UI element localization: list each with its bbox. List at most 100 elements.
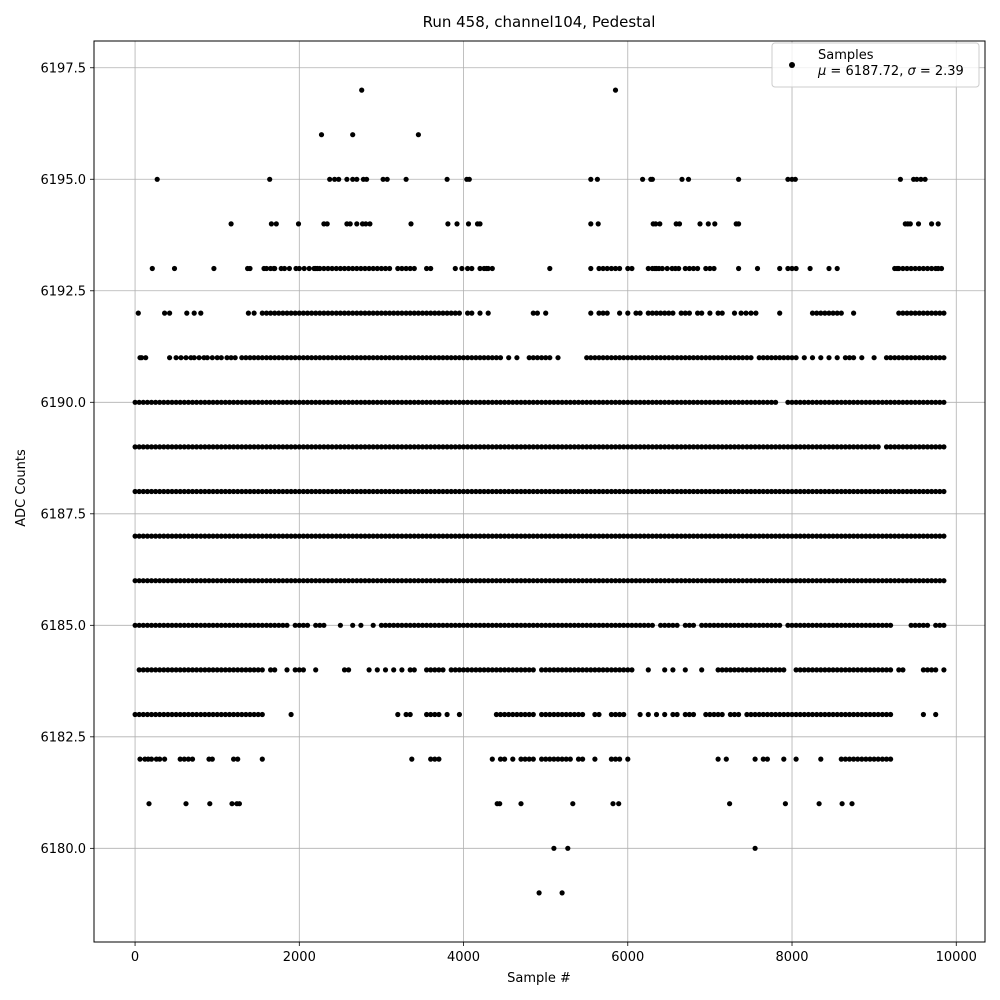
data-point [198,711,204,718]
data-point [296,399,302,405]
data-point [711,578,717,584]
data-point [924,488,931,495]
data-point [415,578,421,584]
data-point [251,711,257,718]
data-point [481,355,487,361]
data-point [768,444,775,450]
data-point [600,667,606,673]
data-point [555,711,561,718]
data-point [617,711,623,718]
data-point [785,578,791,584]
data-point [826,711,832,718]
data-point [132,622,138,628]
data-point [382,533,389,539]
data-point [867,399,873,405]
data-point [695,488,701,495]
data-point [703,622,709,628]
data-point [506,488,512,495]
data-point [744,444,750,450]
legend-mu-value: = 6187.72, [826,64,907,79]
data-point [337,444,343,450]
data-point [781,488,787,495]
data-point [452,533,458,539]
data-point [132,711,138,718]
data-point [711,622,717,628]
data-point [851,578,857,584]
data-point [189,399,196,405]
data-point [649,355,656,361]
data-point [317,622,323,628]
data-point [900,310,906,316]
data-point [793,488,799,495]
data-point [543,756,549,762]
data-point [153,711,159,718]
data-point [920,578,927,584]
data-point [473,399,479,405]
data-point [276,399,282,405]
data-point [387,488,393,495]
data-point [629,488,635,495]
data-point [382,399,389,405]
data-point [391,667,397,673]
data-point [358,622,364,628]
data-point [818,399,824,405]
data-point [883,756,890,762]
data-point [830,399,836,405]
data-point [883,622,890,628]
data-point [432,711,438,718]
data-point [251,444,257,450]
data-point [907,221,913,227]
data-point [350,310,356,316]
data-point [181,622,187,628]
data-point [465,399,471,405]
data-point [276,578,282,584]
data-point [637,310,643,316]
data-point [304,578,311,584]
data-point [370,488,376,495]
data-point [924,622,931,628]
data-point [378,399,384,405]
data-point [666,578,672,584]
data-point [518,578,524,584]
data-point [255,578,261,584]
data-point [408,221,414,227]
data-point [649,444,656,450]
data-point [255,399,261,405]
data-point [132,488,138,495]
data-point [407,533,413,539]
data-point [712,221,718,227]
data-point [900,533,906,539]
data-point [826,310,832,316]
data-point [666,310,672,316]
data-point [612,667,619,673]
data-point [664,265,670,272]
data-point [198,444,204,450]
data-point [653,488,660,495]
data-point [711,355,717,361]
data-point [563,578,569,584]
data-point [645,711,651,718]
data-point [805,533,812,539]
data-point [177,488,183,495]
data-point [789,265,795,272]
data-point [908,265,914,272]
data-point [867,578,873,584]
data-point [555,756,561,762]
data-point [703,488,709,495]
data-point [239,444,245,450]
data-point [855,578,861,584]
data-point [571,711,578,718]
data-point [839,801,845,807]
data-point [255,533,261,539]
data-point [785,488,791,495]
data-point [272,310,278,316]
data-point [189,667,196,673]
data-point [686,355,693,361]
data-point [235,667,241,673]
data-point [144,667,150,673]
data-point [370,265,376,272]
data-point [666,488,672,495]
data-point [284,488,290,495]
data-point [863,622,869,628]
data-point [231,622,237,628]
